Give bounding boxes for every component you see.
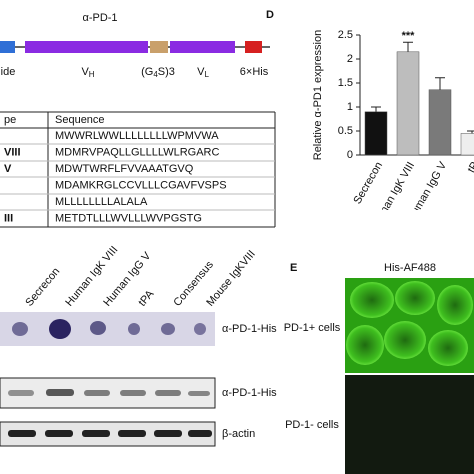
bar [460,133,474,156]
construct-segment [25,41,148,53]
construct-segment [0,41,15,53]
table-cell: MDMRVPAQLLGLLLLWLRGARC [55,146,219,158]
image-title: His-AF488 [384,262,436,274]
error-bar [371,106,381,112]
cells [346,281,473,366]
lane-label: Secrecon [23,265,62,308]
table-row-rules [0,143,275,211]
construct-title: α-PD-1 [82,12,117,24]
panel-label: D [266,9,274,21]
y-tick-label: 2.5 [338,29,353,41]
label-part: V [197,66,205,78]
blot-bands [8,430,212,437]
y-tick-label: 2 [347,53,353,65]
error-bar [467,130,474,134]
label-part: 6×His [240,66,269,78]
bar [364,111,388,156]
label-part: L [204,70,209,79]
label-part: (G [141,66,153,78]
bar [428,89,452,156]
y-tick-label: 1 [347,101,353,113]
table-cell: MDAMKRGLCCVLLLCGAVFVSPS [55,179,227,191]
table-cell: MDWTWRFLFVVAAATGVQ [55,163,194,175]
blot-label: β-actin [222,428,255,440]
segment-label: ide [1,66,16,78]
lane-label: Mouse IgKVIII [204,248,258,309]
x-tick-label: tP [466,160,474,175]
error-bar [435,77,445,90]
construct-segment [170,41,235,53]
blot-bands [8,389,210,396]
y-tick-label: 0.5 [338,125,353,137]
x-tick-label: Secrecon [351,160,385,206]
table-header: Sequence [55,114,105,126]
panel-label: E [290,262,297,274]
table-rules [0,111,276,228]
table-cell: V [4,163,12,175]
blot-label: α-PD-1-His [222,323,277,335]
significance: *** [402,30,416,42]
row-label: PD-1- cells [285,419,339,431]
label-part: ide [1,66,16,78]
construct-segment [245,41,262,53]
blot-bands [12,319,206,339]
table-cell: MWWRLWWLLLLLLLLWPMVWA [55,130,219,142]
label-part: H [89,70,95,79]
lane-label: tPA [136,288,156,309]
segment-label: (G4S)3 [141,66,175,79]
table-header: pe [4,114,16,126]
label-part: S)3 [158,66,175,78]
table-cell: METDTLLLWVLLLWVPGSTG [55,212,202,224]
label-part: 4 [153,70,158,79]
segment-label: VL [197,66,209,79]
y-tick-label: 0 [347,149,353,161]
segment-label: VH [81,66,94,79]
bar [396,51,420,156]
segment-label: 6×His [240,66,269,78]
y-tick-label: 1.5 [338,77,353,89]
row-label: PD-1+ cells [284,322,341,334]
fluorescence-image [345,375,474,474]
table-cell: VIII [4,146,21,158]
blot [0,312,215,346]
table-cell: MLLLLLLLLALALA [55,196,148,208]
error-bar [403,41,413,52]
blot-label: α-PD-1-His [222,387,277,399]
construct-segment [150,41,168,53]
label-part: V [81,66,89,78]
table-cell: III [4,212,13,224]
y-axis-label: Relative α-PD1 expression [312,30,324,160]
